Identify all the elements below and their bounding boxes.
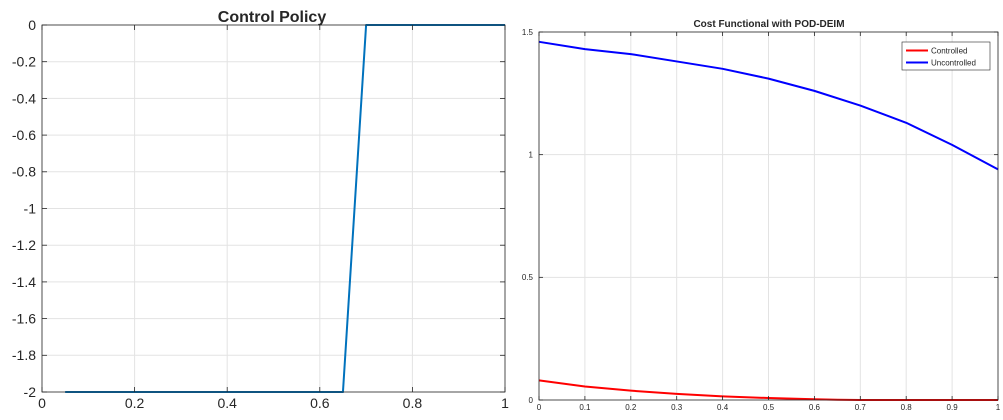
x-tick-label: 1 xyxy=(501,395,509,411)
y-tick-label: 0.5 xyxy=(522,273,534,282)
x-tick-label: 0.3 xyxy=(671,403,683,412)
y-tick-label: 1.5 xyxy=(522,28,534,37)
y-tick-label: -0.6 xyxy=(12,127,36,143)
x-tick-label: 0 xyxy=(38,395,46,411)
legend-label-controlled: Controlled xyxy=(931,47,967,56)
y-tick-label: -2 xyxy=(24,384,37,400)
x-tick-label: 0 xyxy=(537,403,542,412)
x-tick-label: 0.8 xyxy=(901,403,913,412)
y-tick-label: -1.2 xyxy=(12,237,36,253)
series-line-2 xyxy=(538,40,999,171)
legend: Controlled Uncontrolled xyxy=(901,41,991,71)
y-tick-label: -1.4 xyxy=(12,274,36,290)
x-tick-label: 0.2 xyxy=(625,403,637,412)
legend-label-uncontrolled: Uncontrolled xyxy=(931,59,976,68)
y-tick-label: -0.2 xyxy=(12,54,36,70)
x-tick-label: 0.7 xyxy=(855,403,867,412)
chart-title: Control Policy xyxy=(218,9,327,26)
x-tick-label: 1 xyxy=(996,403,1001,412)
x-tick-label: 0.8 xyxy=(403,395,423,411)
x-tick-label: 0.6 xyxy=(310,395,330,411)
y-tick-label: 0 xyxy=(529,396,534,405)
y-tick-label: -1.6 xyxy=(12,311,36,327)
x-tick-label: 0.1 xyxy=(579,403,591,412)
x-tick-label: 0.4 xyxy=(717,403,729,412)
x-tick-label: 0.9 xyxy=(947,403,959,412)
y-tick-label: 1 xyxy=(529,150,534,159)
y-tick-label: -0.8 xyxy=(12,164,36,180)
x-tick-label: 0.2 xyxy=(125,395,145,411)
y-tick-label: -1 xyxy=(24,200,37,216)
legend-box xyxy=(901,41,991,71)
y-tick-label: -1.8 xyxy=(12,347,36,363)
x-tick-label: 0.5 xyxy=(763,403,775,412)
chart-title: Cost Functional with POD-DEIM xyxy=(693,19,844,30)
x-tick-label: 0.6 xyxy=(809,403,821,412)
y-tick-label: 0 xyxy=(28,17,36,33)
y-tick-label: -0.4 xyxy=(12,90,36,106)
x-tick-label: 0.4 xyxy=(217,395,237,411)
